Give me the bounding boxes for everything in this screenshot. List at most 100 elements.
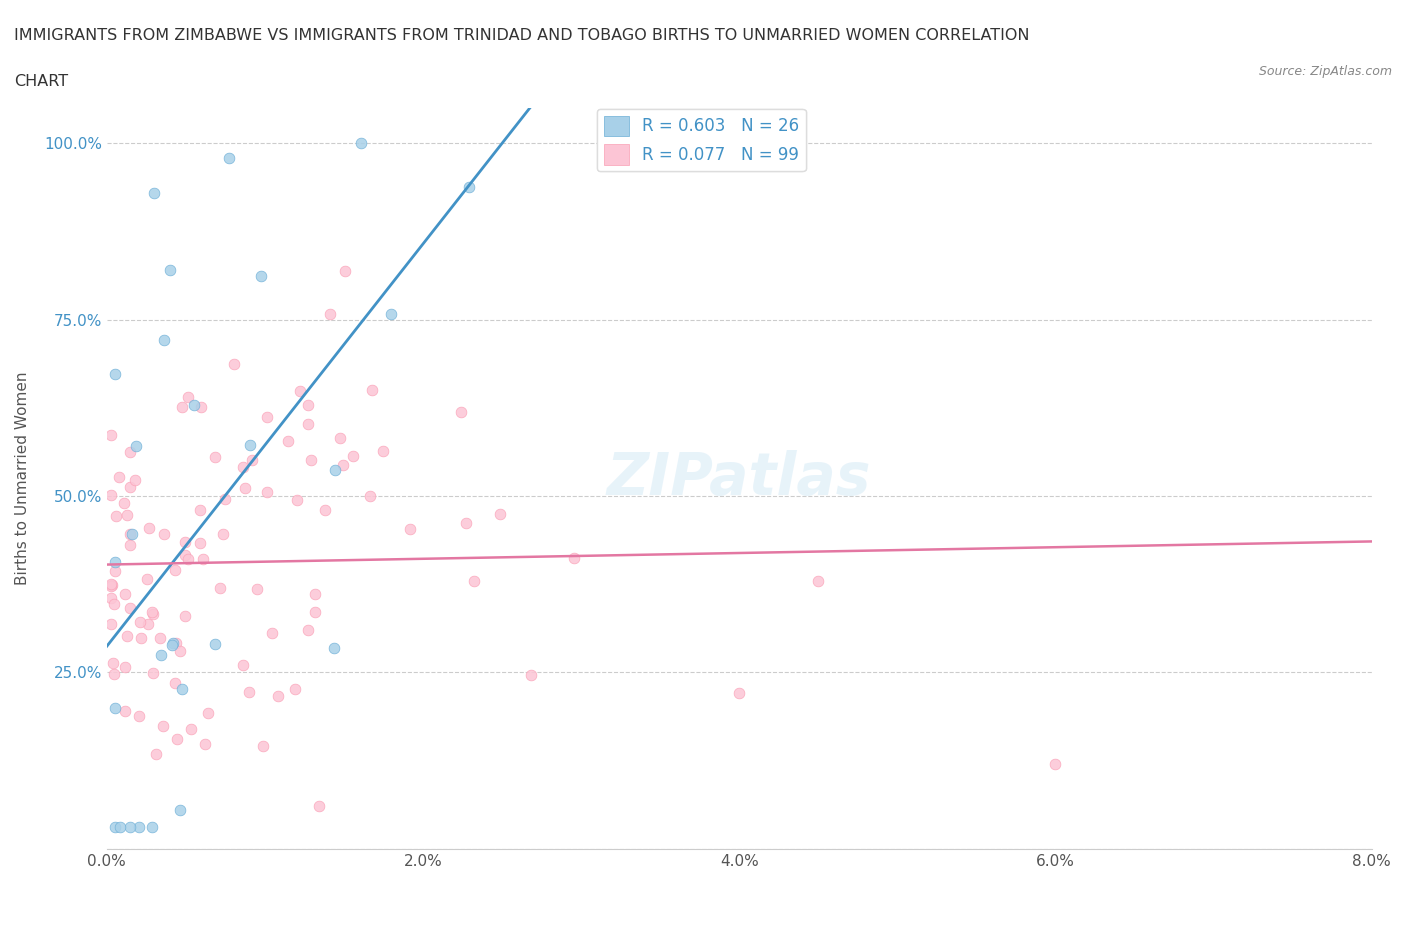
Point <box>101 656 124 671</box>
Point <box>118 820 141 835</box>
Point <box>169 644 191 658</box>
Point <box>114 659 136 674</box>
Point <box>124 472 146 487</box>
Point <box>204 449 226 464</box>
Point <box>100 617 122 631</box>
Point <box>128 709 150 724</box>
Text: IMMIGRANTS FROM ZIMBABWE VS IMMIGRANTS FROM TRINIDAD AND TOBAGO BIRTHS TO UNMARR: IMMIGRANTS FROM ZIMBABWE VS IMMIGRANTS F… <box>14 28 1029 43</box>
Point <box>188 502 211 517</box>
Point <box>329 431 352 445</box>
Point <box>288 384 311 399</box>
Point <box>218 150 240 165</box>
Point <box>457 179 479 194</box>
Point <box>136 617 159 631</box>
Point <box>120 601 142 616</box>
Point <box>125 439 148 454</box>
Point <box>176 390 198 405</box>
Point <box>256 409 278 424</box>
Point <box>191 551 214 566</box>
Y-axis label: Births to Unmarried Women: Births to Unmarried Women <box>15 372 30 585</box>
Point <box>256 485 278 499</box>
Point <box>145 747 167 762</box>
Point <box>350 136 373 151</box>
Point <box>304 587 326 602</box>
Point <box>100 487 122 502</box>
Point <box>209 580 232 595</box>
Point <box>115 629 138 644</box>
Point <box>190 400 212 415</box>
Point <box>142 666 165 681</box>
Point <box>190 536 212 551</box>
Point <box>104 509 127 524</box>
Point <box>104 554 127 569</box>
Point <box>141 820 163 835</box>
Point <box>118 480 141 495</box>
Point <box>297 417 319 432</box>
Point <box>323 640 346 655</box>
Point <box>360 382 382 397</box>
Point <box>304 604 326 619</box>
Point <box>562 551 585 565</box>
Point <box>118 445 141 459</box>
Point <box>120 538 142 552</box>
Point <box>239 438 262 453</box>
Point <box>103 597 125 612</box>
Point <box>332 457 354 472</box>
Point <box>489 507 512 522</box>
Point <box>100 591 122 605</box>
Point <box>163 675 186 690</box>
Point <box>100 427 122 442</box>
Point <box>101 578 124 592</box>
Point <box>319 307 342 322</box>
Text: CHART: CHART <box>14 74 67 89</box>
Point <box>1045 756 1067 771</box>
Point <box>807 573 830 588</box>
Point <box>170 399 193 414</box>
Point <box>120 526 142 541</box>
Point <box>166 732 188 747</box>
Point <box>519 668 541 683</box>
Point <box>299 452 322 467</box>
Point <box>252 738 274 753</box>
Point <box>174 608 197 623</box>
Point <box>173 548 195 563</box>
Point <box>100 577 122 591</box>
Point <box>371 444 394 458</box>
Point <box>197 705 219 720</box>
Point <box>141 604 163 619</box>
Point <box>297 397 319 412</box>
Point <box>128 820 150 835</box>
Point <box>323 463 346 478</box>
Point <box>342 449 364 464</box>
Point <box>163 563 186 578</box>
Point <box>114 587 136 602</box>
Point <box>100 578 122 593</box>
Point <box>104 700 127 715</box>
Point <box>143 185 166 200</box>
Point <box>177 551 200 566</box>
Point <box>284 682 307 697</box>
Point <box>104 564 127 578</box>
Point <box>285 493 308 508</box>
Point <box>308 799 330 814</box>
Point <box>456 515 478 530</box>
Legend: R = 0.603   N = 26, R = 0.077   N = 99: R = 0.603 N = 26, R = 0.077 N = 99 <box>596 109 806 171</box>
Point <box>728 686 751 701</box>
Point <box>169 803 191 817</box>
Point <box>232 658 254 672</box>
Point <box>129 631 152 645</box>
Point <box>260 626 283 641</box>
Point <box>159 263 181 278</box>
Point <box>115 508 138 523</box>
Text: Source: ZipAtlas.com: Source: ZipAtlas.com <box>1258 65 1392 78</box>
Point <box>104 366 127 381</box>
Point <box>399 522 422 537</box>
Point <box>194 737 217 751</box>
Point <box>104 820 127 835</box>
Point <box>211 526 233 541</box>
Point <box>277 434 299 449</box>
Point <box>128 615 150 630</box>
Point <box>153 332 176 347</box>
Point <box>359 489 381 504</box>
Point <box>162 638 184 653</box>
